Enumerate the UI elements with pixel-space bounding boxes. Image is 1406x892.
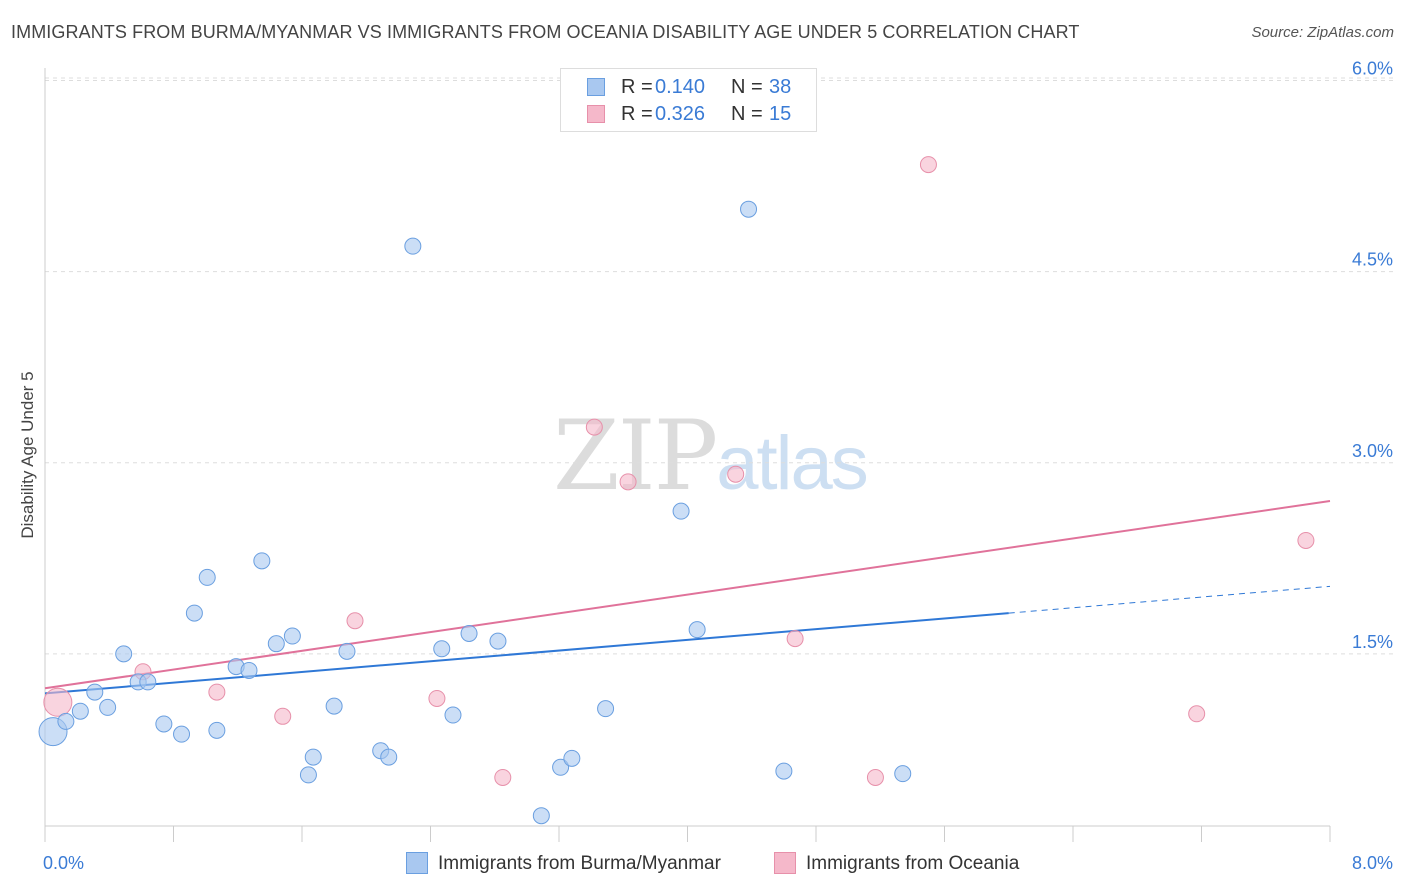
burma-point (489, 632, 507, 650)
n-label: N = (731, 103, 763, 125)
burma-point (688, 621, 706, 639)
trend-line-oceania (44, 499, 1331, 690)
trend-line-burma-extrapolated (1008, 585, 1331, 614)
tick-labels: 1.5% 3.0% 4.5% 6.0% 0.0% 8.0% (43, 59, 1393, 874)
oceania-point (1188, 705, 1206, 723)
watermark-atlas: atlas (716, 421, 869, 506)
burma-point (71, 702, 89, 720)
burma-point (185, 604, 203, 622)
n-value: 15 (769, 103, 792, 125)
oceania-point (585, 418, 603, 436)
burma-point (532, 807, 550, 825)
burma-point (173, 725, 191, 743)
oceania-point (1297, 531, 1315, 549)
burma-point (740, 200, 758, 218)
burma-point (597, 700, 615, 718)
legend-item-burma: Immigrants from Burma/Myanmar (406, 852, 721, 876)
x-tick-label-max: 8.0% (1352, 853, 1393, 873)
burma-swatch-icon (587, 78, 605, 96)
burma-point (304, 748, 322, 766)
y-tick-label: 1.5% (1352, 632, 1393, 652)
oceania-point (208, 683, 226, 701)
oceania-point (428, 689, 446, 707)
burma-point (775, 762, 793, 780)
legend-item-oceania: Immigrants from Oceania (774, 852, 1019, 876)
r-label: R = (621, 103, 653, 125)
n-value: 38 (769, 76, 792, 98)
trend-line-burma (44, 612, 1009, 695)
burma-point (57, 712, 75, 730)
burma-point (115, 645, 133, 663)
burma-point (240, 661, 258, 679)
watermark-zip: ZIP (553, 400, 718, 512)
burma-point (99, 698, 117, 716)
burma-point (380, 748, 398, 766)
x-tick-label-min: 0.0% (43, 853, 84, 873)
correlation-legend: R = 0.140 N = 38 R = 0.326 N = 15 (560, 68, 817, 132)
oceania-swatch-icon (587, 105, 605, 123)
burma-point (155, 715, 173, 733)
oceania-point (43, 687, 73, 717)
burma-point (552, 758, 570, 776)
burma-point (267, 635, 285, 653)
axes (44, 68, 1331, 842)
oceania-point (274, 707, 292, 725)
oceania-point (346, 612, 364, 630)
burma-point (433, 640, 451, 658)
burma-point (283, 627, 301, 645)
burma-point (299, 766, 317, 784)
trend-lines (44, 499, 1331, 695)
burma-point (338, 642, 356, 660)
oceania-point (727, 465, 745, 483)
r-value: 0.326 (655, 103, 706, 125)
burma-point (325, 697, 343, 715)
oceania-point (494, 768, 512, 786)
data-points (38, 156, 1315, 825)
burma-point (894, 765, 912, 783)
legend-label-oceania: Immigrants from Oceania (806, 853, 1020, 874)
oceania-point (919, 156, 937, 174)
burma-point (208, 721, 226, 739)
burma-point (198, 568, 216, 586)
r-label: R = (621, 76, 653, 98)
burma-point (672, 502, 690, 520)
legend-label-burma: Immigrants from Burma/Myanmar (438, 853, 721, 874)
oceania-point (786, 630, 804, 648)
y-tick-label: 6.0% (1352, 59, 1393, 79)
burma-point (460, 624, 478, 642)
burma-point (563, 749, 581, 767)
oceania-point (866, 768, 884, 786)
burma-point (86, 683, 104, 701)
oceania-legend-icon (774, 852, 796, 874)
burma-legend-icon (406, 852, 428, 874)
chart-title: IMMIGRANTS FROM BURMA/MYANMAR VS IMMIGRA… (11, 22, 1080, 42)
burma-point (444, 706, 462, 724)
grid-lines (45, 77, 1394, 655)
y-tick-label: 3.0% (1352, 441, 1393, 461)
y-tick-label: 4.5% (1352, 250, 1393, 270)
oceania-point (619, 473, 637, 491)
burma-point (404, 237, 422, 255)
n-label: N = (731, 76, 763, 98)
r-value: 0.140 (655, 76, 706, 98)
watermark: ZIPatlas (553, 400, 869, 512)
burma-point (253, 552, 271, 570)
burma-point (139, 673, 157, 691)
source-credit: Source: ZipAtlas.com (1251, 24, 1394, 41)
y-axis-label: Disability Age Under 5 (18, 371, 37, 539)
